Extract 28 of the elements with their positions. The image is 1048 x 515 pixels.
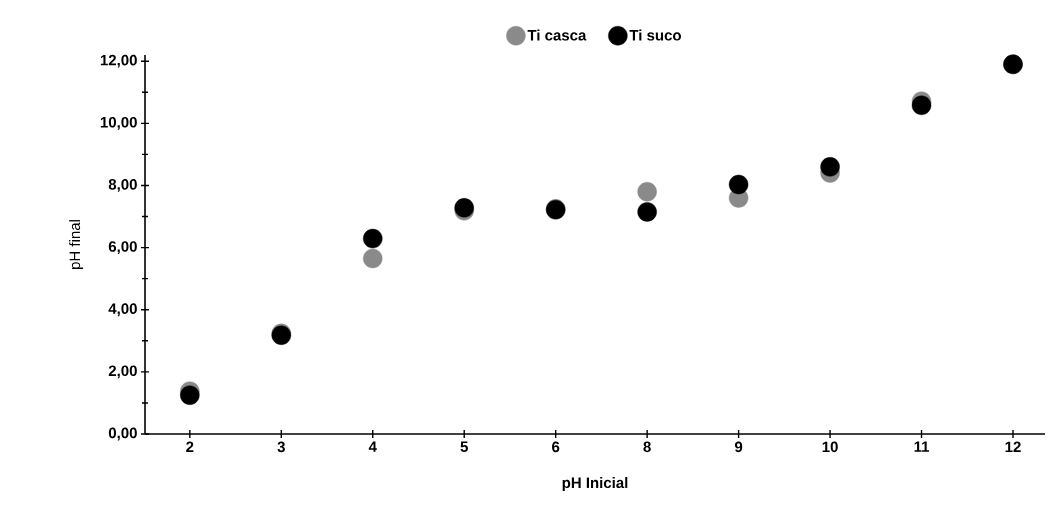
y-tick-label: 6,00 xyxy=(108,241,137,254)
x-axis-title: pH Inicial xyxy=(562,477,628,492)
y-tick-label: 4,00 xyxy=(108,303,137,317)
x-tick-label: 6 xyxy=(552,441,560,453)
x-tick-label: 3 xyxy=(277,441,285,453)
point xyxy=(637,202,657,222)
legend-label: Ti casca xyxy=(527,29,587,41)
y-tick-label: 12,00 xyxy=(100,54,137,68)
point xyxy=(363,228,383,249)
x-tick-label: 2 xyxy=(186,441,194,453)
point xyxy=(363,248,383,269)
point xyxy=(911,95,932,116)
y-tick-label: 10,00 xyxy=(100,116,137,130)
x-tick-label: 4 xyxy=(368,441,377,452)
y-tick-label: 2,00 xyxy=(108,365,137,379)
x-tick-label: 10 xyxy=(822,441,838,453)
x-tick-label: 12 xyxy=(1005,441,1021,453)
point xyxy=(728,174,749,195)
y-tick-label: 8,00 xyxy=(108,179,137,192)
point xyxy=(820,157,840,177)
point xyxy=(637,181,657,202)
x-tick-label: 5 xyxy=(460,441,468,452)
y-tick-label: 0,00 xyxy=(108,427,137,441)
y-axis-title: pH final xyxy=(69,220,84,269)
x-tick-label: 9 xyxy=(734,441,743,453)
x-tick-label: 8 xyxy=(643,441,651,453)
legend-label: Ti suco xyxy=(629,29,681,41)
x-tick-label: 11 xyxy=(914,441,930,452)
